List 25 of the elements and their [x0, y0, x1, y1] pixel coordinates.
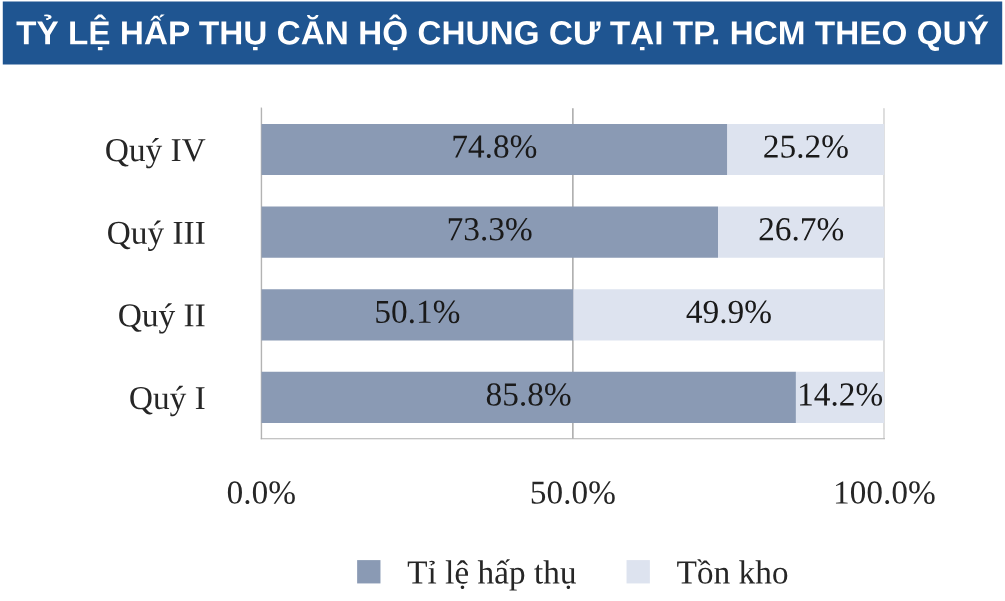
bar — [261, 123, 728, 176]
legend-label: Tồn kho — [677, 559, 788, 584]
data-label: 85.8% — [486, 383, 571, 406]
y-tick-label: Quý II — [119, 303, 205, 334]
bar — [261, 289, 574, 341]
data-label: 26.7% — [759, 217, 844, 241]
data-label: 49.9% — [686, 300, 771, 324]
x-tick-label: 100.0% — [835, 481, 935, 504]
data-label: 14.2% — [800, 383, 883, 406]
data-label: 50.1% — [376, 300, 460, 324]
chart-title: TỶ LỆ HẤP THỤ CĂN HỘ CHUNG CƯ TẠI TP. HCM THEO QUÝ — [16, 14, 989, 51]
data-label: 74.8% — [453, 135, 537, 158]
legend-label: Tỉ lệ hấp thụ — [407, 559, 576, 591]
y-tick-label: Quý IV — [106, 137, 206, 169]
bar — [573, 289, 885, 341]
x-tick-label: 0.0% — [227, 481, 295, 504]
data-label: 73.3% — [448, 217, 532, 241]
bar — [727, 123, 885, 176]
bar — [261, 206, 719, 258]
bar — [718, 206, 885, 258]
x-tick-label: 50.0% — [531, 481, 615, 504]
data-label: 25.2% — [764, 135, 848, 158]
y-tick-label: Quý I — [130, 385, 205, 417]
bar — [261, 371, 796, 424]
y-tick-label: Quý III — [108, 220, 205, 251]
